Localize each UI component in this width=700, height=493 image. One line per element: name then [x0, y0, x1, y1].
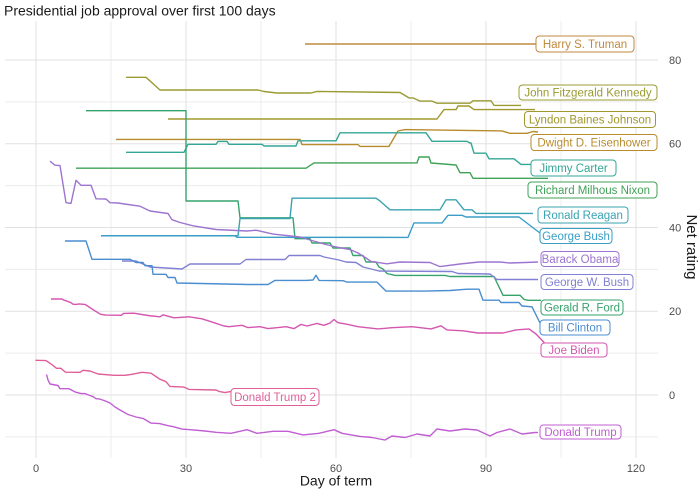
svg-text:George W. Bush: George W. Bush: [545, 277, 629, 289]
svg-text:Donald Trump 2: Donald Trump 2: [234, 392, 316, 404]
svg-text:Gerald R. Ford: Gerald R. Ford: [544, 302, 620, 314]
svg-text:Presidential job approval over: Presidential job approval over first 100…: [4, 3, 276, 19]
svg-text:0: 0: [669, 390, 675, 402]
svg-text:Harry S. Truman: Harry S. Truman: [543, 39, 627, 51]
svg-text:Barack Obama: Barack Obama: [542, 254, 619, 266]
svg-text:Lyndon Baines Johnson: Lyndon Baines Johnson: [529, 114, 651, 126]
svg-text:Dwight D. Eisenhower: Dwight D. Eisenhower: [537, 137, 650, 149]
svg-text:80: 80: [669, 55, 681, 67]
svg-text:Bill Clinton: Bill Clinton: [548, 322, 602, 334]
svg-text:Day of term: Day of term: [300, 473, 372, 489]
svg-text:90: 90: [480, 463, 492, 475]
svg-text:30: 30: [180, 463, 192, 475]
svg-text:Net rating: Net rating: [683, 214, 700, 279]
svg-text:Donald Trump: Donald Trump: [544, 427, 616, 439]
svg-text:Joe Biden: Joe Biden: [548, 345, 599, 357]
svg-text:40: 40: [669, 222, 681, 234]
svg-text:60: 60: [330, 463, 342, 475]
svg-text:120: 120: [627, 463, 645, 475]
svg-text:Jimmy Carter: Jimmy Carter: [539, 163, 608, 175]
svg-text:0: 0: [33, 463, 39, 475]
svg-text:Richard Milhous Nixon: Richard Milhous Nixon: [535, 185, 650, 197]
svg-text:20: 20: [669, 306, 681, 318]
svg-text:Ronald Reagan: Ronald Reagan: [543, 210, 623, 222]
svg-text:60: 60: [669, 139, 681, 151]
svg-text:John Fitzgerald Kennedy: John Fitzgerald Kennedy: [524, 87, 651, 99]
svg-text:George Bush: George Bush: [542, 231, 610, 243]
